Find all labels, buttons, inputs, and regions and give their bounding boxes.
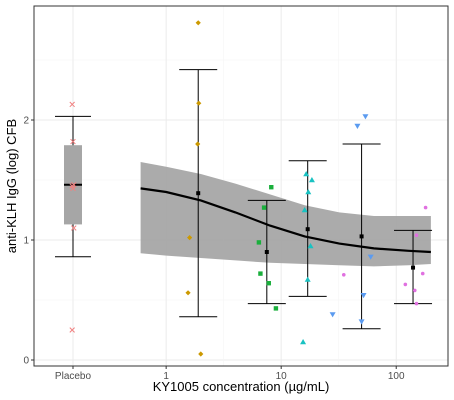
data-point [414, 233, 419, 237]
data-point [195, 141, 201, 147]
y-tick-label: 1 [23, 236, 29, 247]
group-mean-point [411, 265, 416, 270]
data-point [187, 235, 193, 241]
placebo-point [71, 225, 77, 231]
data-point [360, 293, 367, 299]
data-point [367, 254, 374, 260]
data-point [269, 185, 274, 190]
data-point [420, 271, 425, 276]
x-tick-label: 1 [163, 371, 169, 382]
group-mean-point [305, 227, 310, 232]
data-point [307, 243, 314, 249]
data-point [362, 114, 369, 120]
data-point [301, 207, 308, 213]
data-point [358, 319, 365, 325]
data-point [304, 276, 311, 282]
group-mean-point [264, 250, 269, 254]
y-axis-title: anti-KLH IgG (log) CFB [4, 119, 19, 253]
y-tick-label: 0 [23, 356, 29, 367]
data-point [308, 177, 315, 183]
data-point [403, 282, 408, 287]
data-point [185, 290, 191, 296]
data-point [300, 339, 307, 345]
placebo-point [70, 185, 76, 192]
data-point [305, 189, 312, 195]
data-point [273, 306, 279, 311]
placebo-point [70, 138, 76, 145]
data-point [258, 271, 263, 276]
placebo-point [69, 101, 75, 108]
data-point [412, 288, 417, 293]
data-point [341, 273, 346, 277]
x-tick-label-placebo: Placebo [55, 371, 92, 382]
group-means [196, 191, 416, 270]
data-points [69, 20, 428, 357]
x-tick-label: 100 [388, 371, 405, 382]
group-mean-point [359, 234, 364, 239]
x-axis-title: KY1005 concentration (µg/mL) [153, 379, 330, 394]
data-point [329, 312, 336, 318]
data-point [261, 205, 267, 210]
fit-confidence-band [140, 162, 431, 267]
data-point [423, 205, 428, 210]
data-point [354, 123, 361, 129]
x-tick-label: 10 [276, 371, 288, 382]
confidence-band [140, 162, 431, 267]
data-point [195, 20, 201, 26]
fit-line [140, 187, 431, 254]
data-point [256, 240, 262, 245]
data-point [414, 301, 419, 306]
fit-curve [140, 187, 431, 254]
data-point [303, 171, 310, 177]
group-mean-point [196, 191, 201, 196]
data-point [196, 100, 202, 106]
panel-border [33, 5, 449, 367]
axes: 0 1 2 Placebo 1 10 100 [23, 116, 405, 383]
data-point [266, 281, 271, 286]
placebo-point [69, 327, 75, 333]
y-tick-label: 2 [23, 116, 29, 127]
data-point [198, 351, 204, 357]
